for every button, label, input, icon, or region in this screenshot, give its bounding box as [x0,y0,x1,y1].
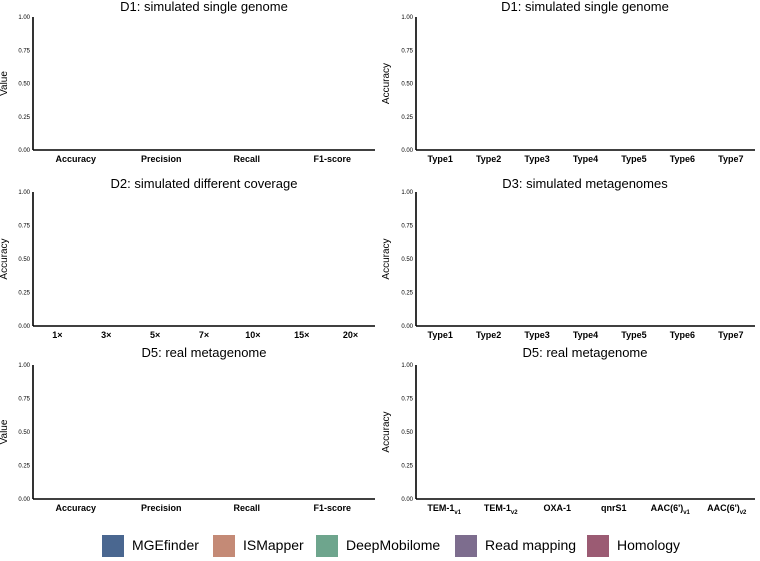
legend-swatch-read-mapping [455,535,477,557]
x-tick-label: AAC(6')v2 [707,503,747,516]
x-tick-label: Type4 [573,154,598,164]
legend: MGEfinder ISMapper DeepMobilome Read map… [0,530,760,560]
y-axis-label: Accuracy [381,238,392,279]
y-tick-label: 0.75 [401,48,413,54]
legend-swatch-ismapper [213,535,235,557]
x-tick-label: TEM-1v1 [427,503,461,516]
y-tick-label: 1.00 [401,190,413,196]
legend-label-deepmobilome: DeepMobilome [346,537,441,553]
y-tick-label: 0.25 [18,291,30,297]
x-tick-label: 1× [52,330,62,340]
y-tick-label: 0.25 [401,115,413,121]
x-tick-label: Accuracy [55,503,96,513]
x-tick-label: TEM-1v2 [484,503,518,516]
x-tick-label: Type1 [428,154,453,164]
x-tick-label: 3× [101,330,111,340]
y-tick-label: 1.00 [401,15,413,21]
y-tick-label: 0.00 [18,324,30,330]
y-axis-label: Value [0,71,10,96]
x-tick-label: Type3 [524,154,549,164]
x-tick-label: Type5 [621,154,646,164]
x-tick-label: qnrS1 [601,503,627,513]
x-tick-label: Type2 [476,154,501,164]
figure: D1: simulated single genome Value 0.00 0.25… [0,0,755,516]
panel-1: D1: simulated single genome Value 0.00 0.25… [0,0,375,164]
y-tick-label: 0.25 [18,115,30,121]
y-tick-label: 0.00 [18,497,30,503]
x-tick-label: F1-score [313,503,351,513]
panel-6: D5: real metagenome Accuracy 0.00 0.25 0.50 0… [381,345,755,516]
legend-label-mgefinder: MGEfinder [132,537,199,553]
legend-swatch-deepmobilome [316,535,338,557]
x-tick-label: 5× [150,330,160,340]
x-tick-label: 15× [294,330,309,340]
x-tick-label: Type6 [670,330,695,340]
y-tick-label: 0.75 [18,397,30,403]
x-tick-label: Recall [233,154,260,164]
y-tick-label: 0.75 [18,224,30,230]
x-tick-label: Type1 [428,330,453,340]
panel-title: D5: real metagenome [522,345,647,360]
x-tick-label: Type4 [573,330,598,340]
legend-label-homology: Homology [617,537,681,553]
x-tick-label: Recall [233,503,260,513]
panel-title: D2: simulated different coverage [111,176,298,191]
x-tick-label: Type2 [476,330,501,340]
x-tick-label: AAC(6')v1 [651,503,691,516]
y-tick-label: 1.00 [18,190,30,196]
x-tick-label: F1-score [313,154,351,164]
legend-swatch-mgefinder [102,535,124,557]
x-tick-label: Type3 [524,330,549,340]
x-tick-label: Type6 [670,154,695,164]
panel-4: D3: simulated metagenomes Accuracy 0.00 0.2… [381,176,755,340]
y-axis-label: Accuracy [381,63,392,104]
y-axis-label: Accuracy [0,238,10,279]
legend-swatch-homology [587,535,609,557]
x-tick-label: Type7 [718,330,743,340]
legend-label-read-mapping: Read mapping [485,537,577,553]
y-tick-label: 0.50 [18,82,30,88]
y-tick-label: 0.00 [18,148,30,154]
y-tick-label: 0.75 [401,224,413,230]
x-tick-label: OXA-1 [543,503,571,513]
x-tick-label: 10× [245,330,260,340]
y-tick-label: 1.00 [18,363,30,369]
y-tick-label: 0.25 [18,464,30,470]
x-tick-label: Type7 [718,154,743,164]
y-tick-label: 0.50 [18,430,30,436]
y-tick-label: 0.50 [401,257,413,263]
panel-title: D3: simulated metagenomes [502,176,668,191]
y-tick-label: 0.50 [401,82,413,88]
y-tick-label: 0.75 [401,397,413,403]
x-tick-label: Precision [141,503,182,513]
panel-title: D5: real metagenome [141,345,266,360]
y-tick-label: 1.00 [401,363,413,369]
y-tick-label: 0.00 [401,497,413,503]
x-tick-label: Precision [141,154,182,164]
panel-2: D1: simulated single genome Accuracy 0.00 0… [381,0,755,164]
y-axis-label: Accuracy [381,411,392,452]
y-tick-label: 0.50 [18,257,30,263]
panel-3: D2: simulated different coverage Accuracy… [0,176,375,340]
x-tick-label: Accuracy [55,154,96,164]
y-tick-label: 0.50 [401,430,413,436]
panel-5: D5: real metagenome Value 0.00 0.25 0.50 0.75… [0,345,375,513]
x-tick-label: 7× [199,330,209,340]
y-tick-label: 0.00 [401,148,413,154]
y-tick-label: 0.25 [401,464,413,470]
legend-label-ismapper: ISMapper [243,537,304,553]
y-tick-label: 0.75 [18,48,30,54]
y-tick-label: 0.25 [401,291,413,297]
y-axis-label: Value [0,419,10,444]
x-tick-label: 20× [343,330,358,340]
panel-title: D1: simulated single genome [501,0,669,14]
y-tick-label: 1.00 [18,15,30,21]
y-tick-label: 0.00 [401,324,413,330]
x-tick-label: Type5 [621,330,646,340]
panel-title: D1: simulated single genome [120,0,288,14]
